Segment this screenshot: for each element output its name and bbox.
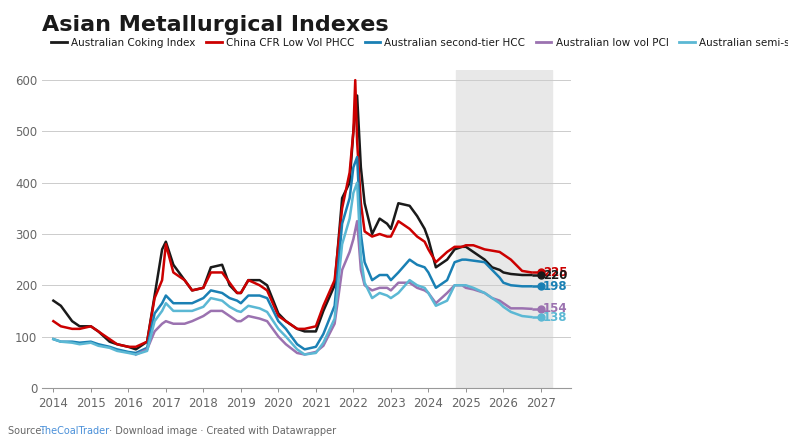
Text: Asian Metallurgical Indexes: Asian Metallurgical Indexes [42,15,388,35]
Text: 138: 138 [543,311,567,324]
Text: 198: 198 [543,280,567,293]
Text: TheCoalTrader: TheCoalTrader [39,426,110,436]
Text: 154: 154 [543,302,567,315]
Text: · Download image · Created with Datawrapper: · Download image · Created with Datawrap… [106,426,336,436]
Text: Source:: Source: [8,426,47,436]
Text: 220: 220 [543,268,567,282]
Text: 225: 225 [543,266,567,279]
Bar [456,70,552,388]
Legend: Australian Coking Index, China CFR Low Vol PHCC, Australian second-tier HCC, Aus: Australian Coking Index, China CFR Low V… [47,34,788,52]
